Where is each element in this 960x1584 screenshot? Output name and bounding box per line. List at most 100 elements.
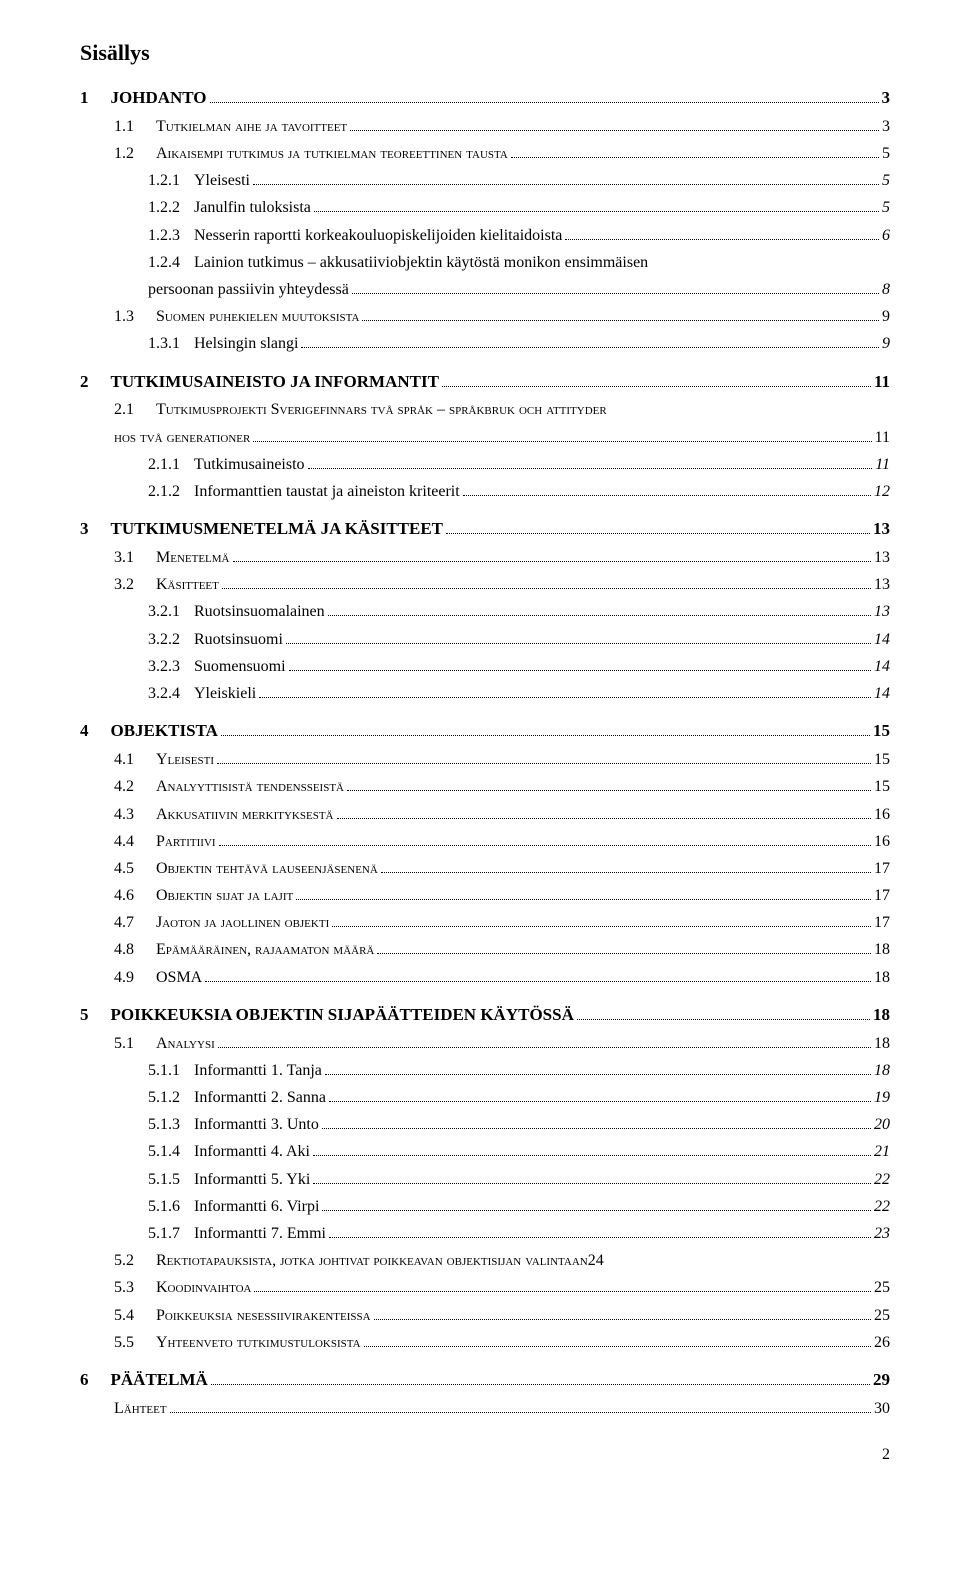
toc-entry: 3TUTKIMUSMENETELMÄ JA KÄSITTEET 13 [80, 515, 890, 544]
toc-dots [347, 790, 871, 791]
toc-entry-page: 17 [874, 909, 890, 936]
toc-entry: 3.2.3Suomensuomi 14 [80, 653, 890, 680]
toc-entry-page: 8 [882, 276, 890, 303]
toc-entry-label: 4.4Partitiivi [114, 828, 216, 855]
toc-entry-page: 3 [882, 113, 890, 140]
toc-entry-label: 2.1.1Tutkimusaineisto [148, 451, 305, 478]
toc-entry-page: 25 [874, 1302, 890, 1329]
toc-entry-label: 4.2Analyyttisistä tendensseistä [114, 773, 344, 800]
toc-entry-label: 5.1.2Informantti 2. Sanna [148, 1084, 326, 1111]
toc-dots [364, 1346, 871, 1347]
toc-dots [219, 845, 871, 846]
toc-entry-page: 6 [882, 222, 890, 249]
toc-entry: 5.5Yhteenveto tutkimustuloksista 26 [80, 1329, 890, 1356]
page-number: 2 [80, 1446, 890, 1464]
toc-dots [463, 495, 871, 496]
toc-entry: 4OBJEKTISTA 15 [80, 717, 890, 746]
toc-dots [301, 347, 879, 348]
toc-dots [259, 697, 871, 698]
toc-entry: 2TUTKIMUSAINEISTO JA INFORMANTIT 11 [80, 368, 890, 397]
toc-entry-page: 20 [874, 1111, 890, 1138]
toc-entry-label: 4.7Jaoton ja jaollinen objekti [114, 909, 329, 936]
toc-dots [296, 899, 871, 900]
toc-dots [221, 735, 870, 736]
toc-entry: 3.2.4Yleiskieli 14 [80, 680, 890, 707]
toc-dots [362, 320, 879, 321]
toc-dots [253, 184, 879, 185]
toc-entry-page: 13 [874, 571, 890, 598]
toc-entry-label: 5.1.1Informantti 1. Tanja [148, 1057, 322, 1084]
toc-entry: 4.9OSMA 18 [80, 964, 890, 991]
toc-entry: 3.2.1Ruotsinsuomalainen 13 [80, 598, 890, 625]
toc-dots [218, 1047, 871, 1048]
toc-entry-label: 5.2Rektiotapauksista, jotka johtivat poi… [114, 1247, 604, 1274]
toc-entry-label: 5.1.7Informantti 7. Emmi [148, 1220, 326, 1247]
toc-entry-label: 3TUTKIMUSMENETELMÄ JA KÄSITTEET [80, 515, 443, 544]
toc-entry-page: 13 [874, 598, 890, 625]
toc-entry-label: persoonan passiivin yhteydessä [148, 276, 349, 303]
toc-entry: 5POIKKEUKSIA OBJEKTIN SIJAPÄÄTTEIDEN KÄY… [80, 1001, 890, 1030]
toc-entry-label: 3.2.4Yleiskieli [148, 680, 256, 707]
toc-dots [329, 1237, 871, 1238]
toc-entry-page: 21 [874, 1138, 890, 1165]
toc-dots [322, 1210, 871, 1211]
toc-entry: 4.5Objektin tehtävä lauseenjäsenenä 17 [80, 855, 890, 882]
toc-entry-page: 18 [874, 964, 890, 991]
toc-entry-page: 29 [873, 1366, 890, 1395]
toc-dots [337, 818, 872, 819]
toc-entry: 5.1.1Informantti 1. Tanja 18 [80, 1057, 890, 1084]
toc-entry-label: 4.9OSMA [114, 964, 202, 991]
toc-entry: 5.4Poikkeuksia nesessiivirakenteissa 25 [80, 1302, 890, 1329]
toc-entry-page: 14 [874, 626, 890, 653]
toc-dots [565, 239, 879, 240]
toc-dots [350, 130, 879, 131]
toc-dots [314, 211, 879, 212]
toc-container: 1JOHDANTO 31.1Tutkielman aihe ja tavoitt… [80, 84, 890, 1422]
toc-entry-label: 4OBJEKTISTA [80, 717, 218, 746]
toc-entry: 5.1.4Informantti 4. Aki 21 [80, 1138, 890, 1165]
toc-entry-label: 3.2.1Ruotsinsuomalainen [148, 598, 325, 625]
toc-entry-page: 18 [874, 1057, 890, 1084]
toc-entry: 1.1Tutkielman aihe ja tavoitteet 3 [80, 113, 890, 140]
toc-entry-page: 26 [874, 1329, 890, 1356]
toc-entry-label: 1.2.3Nesserin raportti korkeakouluopiske… [148, 222, 562, 249]
toc-entry: 2.1.1Tutkimusaineisto 11 [80, 451, 890, 478]
toc-entry-label: 5.1.6Informantti 6. Virpi [148, 1193, 319, 1220]
toc-dots [381, 872, 871, 873]
toc-entry-page: 11 [875, 424, 890, 451]
toc-entry-page: 13 [874, 544, 890, 571]
toc-entry-page: 15 [873, 717, 890, 746]
toc-dots [254, 1291, 871, 1292]
toc-entry-label: 1.2Aikaisempi tutkimus ja tutkielman teo… [114, 140, 508, 167]
toc-entry-label: 5.1Analyysi [114, 1030, 215, 1057]
toc-entry-page: 12 [874, 478, 890, 505]
toc-entry-label: Lähteet [114, 1395, 167, 1422]
toc-entry-label: 5.4Poikkeuksia nesessiivirakenteissa [114, 1302, 371, 1329]
toc-entry-label: 4.1Yleisesti [114, 746, 214, 773]
toc-entry: 1.2.2Janulfin tuloksista 5 [80, 194, 890, 221]
toc-entry: 5.1.7Informantti 7. Emmi 23 [80, 1220, 890, 1247]
toc-dots [322, 1128, 871, 1129]
toc-entry-page: 18 [874, 936, 890, 963]
toc-entry-label: 4.6Objektin sijat ja lajit [114, 882, 293, 909]
toc-entry: 1.3Suomen puhekielen muutoksista 9 [80, 303, 890, 330]
toc-entry-label: 5POIKKEUKSIA OBJEKTIN SIJAPÄÄTTEIDEN KÄY… [80, 1001, 574, 1030]
toc-entry-label: 4.5Objektin tehtävä lauseenjäsenenä [114, 855, 378, 882]
toc-entry-label: 5.3Koodinvaihtoa [114, 1274, 251, 1301]
toc-entry-page: 19 [874, 1084, 890, 1111]
toc-entry-page: 13 [873, 515, 890, 544]
toc-entry: 4.1Yleisesti 15 [80, 746, 890, 773]
toc-entry-page: 5 [882, 194, 890, 221]
toc-entry-page: 15 [874, 746, 890, 773]
toc-entry: 4.8Epämääräinen, rajaamaton määrä 18 [80, 936, 890, 963]
toc-dots [289, 670, 871, 671]
toc-entry-label: 3.2.2Ruotsinsuomi [148, 626, 283, 653]
toc-dots [253, 441, 871, 442]
toc-entry-label: 3.2.3Suomensuomi [148, 653, 286, 680]
toc-dots [577, 1019, 870, 1020]
toc-dots [313, 1183, 871, 1184]
toc-entry: 5.1.5Informantti 5. Yki 22 [80, 1166, 890, 1193]
toc-entry: 5.1.6Informantti 6. Virpi 22 [80, 1193, 890, 1220]
toc-entry-page: 22 [874, 1166, 890, 1193]
toc-dots [308, 468, 873, 469]
